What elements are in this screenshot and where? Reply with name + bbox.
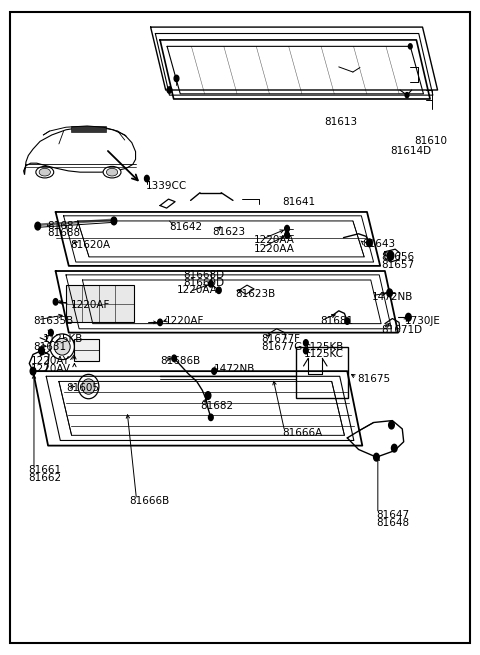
Text: 81682: 81682 [200, 401, 233, 411]
Text: 81648: 81648 [376, 517, 409, 528]
Text: 81623: 81623 [212, 227, 245, 238]
Circle shape [406, 313, 411, 321]
Circle shape [48, 329, 53, 336]
Circle shape [208, 280, 213, 287]
Text: 81613: 81613 [324, 117, 358, 127]
Circle shape [285, 232, 289, 238]
Text: 1220AA: 1220AA [177, 286, 217, 295]
Circle shape [345, 318, 349, 324]
Text: 81657: 81657 [381, 259, 414, 270]
Bar [66, 285, 134, 322]
Text: 81687: 81687 [47, 221, 80, 231]
Circle shape [303, 340, 308, 346]
Circle shape [157, 319, 162, 326]
Text: 81623B: 81623B [235, 289, 276, 299]
Text: 81605: 81605 [66, 383, 99, 393]
Text: 81668D: 81668D [183, 270, 225, 280]
Circle shape [172, 355, 177, 362]
Text: 1125KC: 1125KC [303, 350, 344, 360]
Circle shape [405, 92, 409, 98]
Circle shape [53, 299, 58, 305]
Text: 81686B: 81686B [160, 356, 200, 366]
Text: 81635B: 81635B [33, 316, 73, 326]
Text: 1220AV: 1220AV [31, 364, 71, 373]
Text: 81671D: 81671D [381, 325, 422, 335]
Text: 81681: 81681 [320, 316, 353, 326]
Text: 81677F: 81677F [261, 334, 300, 344]
Circle shape [216, 287, 221, 293]
Circle shape [373, 453, 379, 461]
Text: 1220AF: 1220AF [165, 316, 204, 326]
Circle shape [144, 176, 149, 182]
Ellipse shape [103, 166, 121, 178]
Ellipse shape [36, 166, 54, 178]
Text: 81666A: 81666A [282, 428, 323, 438]
Circle shape [39, 346, 44, 354]
Bar [71, 126, 106, 132]
Text: 1730JE: 1730JE [405, 316, 441, 326]
Text: 81610: 81610 [414, 136, 447, 146]
Text: 81620A: 81620A [71, 240, 111, 250]
Circle shape [285, 225, 289, 232]
Circle shape [303, 347, 308, 354]
Text: 81643: 81643 [362, 239, 396, 249]
Circle shape [205, 392, 211, 400]
Text: 1220AA: 1220AA [254, 235, 295, 245]
Ellipse shape [50, 334, 74, 360]
Text: 81662: 81662 [28, 473, 61, 483]
Text: 1220AA: 1220AA [254, 244, 295, 253]
Text: 81688: 81688 [47, 228, 80, 238]
Circle shape [387, 251, 394, 260]
Circle shape [212, 368, 216, 375]
Text: 81669D: 81669D [183, 278, 225, 288]
Text: 1125KB: 1125KB [303, 342, 344, 352]
Text: 81642: 81642 [169, 222, 203, 233]
Circle shape [111, 217, 117, 225]
Text: 81675: 81675 [358, 374, 391, 384]
Circle shape [387, 289, 393, 297]
Text: 81631: 81631 [33, 342, 66, 352]
Text: 81641: 81641 [282, 197, 315, 208]
Ellipse shape [54, 339, 70, 355]
Text: 81647: 81647 [376, 510, 409, 520]
Text: 1472NB: 1472NB [372, 291, 413, 302]
Text: 81656: 81656 [381, 252, 414, 262]
Circle shape [408, 44, 412, 49]
Text: 1339CC: 1339CC [146, 181, 187, 191]
Text: 1220AF: 1220AF [71, 300, 110, 310]
Circle shape [392, 444, 397, 452]
Ellipse shape [39, 168, 50, 176]
Text: 1125KB: 1125KB [42, 334, 83, 344]
Bar [297, 346, 348, 398]
Circle shape [30, 367, 36, 375]
Bar [74, 339, 99, 361]
Text: 81661: 81661 [28, 465, 61, 475]
Text: 1472NB: 1472NB [214, 364, 255, 373]
Ellipse shape [107, 168, 118, 176]
Text: 81677G: 81677G [261, 342, 302, 352]
Circle shape [167, 86, 172, 93]
Circle shape [367, 239, 372, 247]
Circle shape [174, 75, 179, 82]
Ellipse shape [78, 375, 99, 399]
Circle shape [208, 414, 213, 421]
Text: 81666B: 81666B [130, 496, 170, 506]
Circle shape [35, 222, 40, 230]
Text: 1220AY: 1220AY [31, 356, 70, 366]
Text: 81614D: 81614D [391, 146, 432, 156]
Ellipse shape [82, 379, 95, 394]
Circle shape [389, 421, 394, 429]
